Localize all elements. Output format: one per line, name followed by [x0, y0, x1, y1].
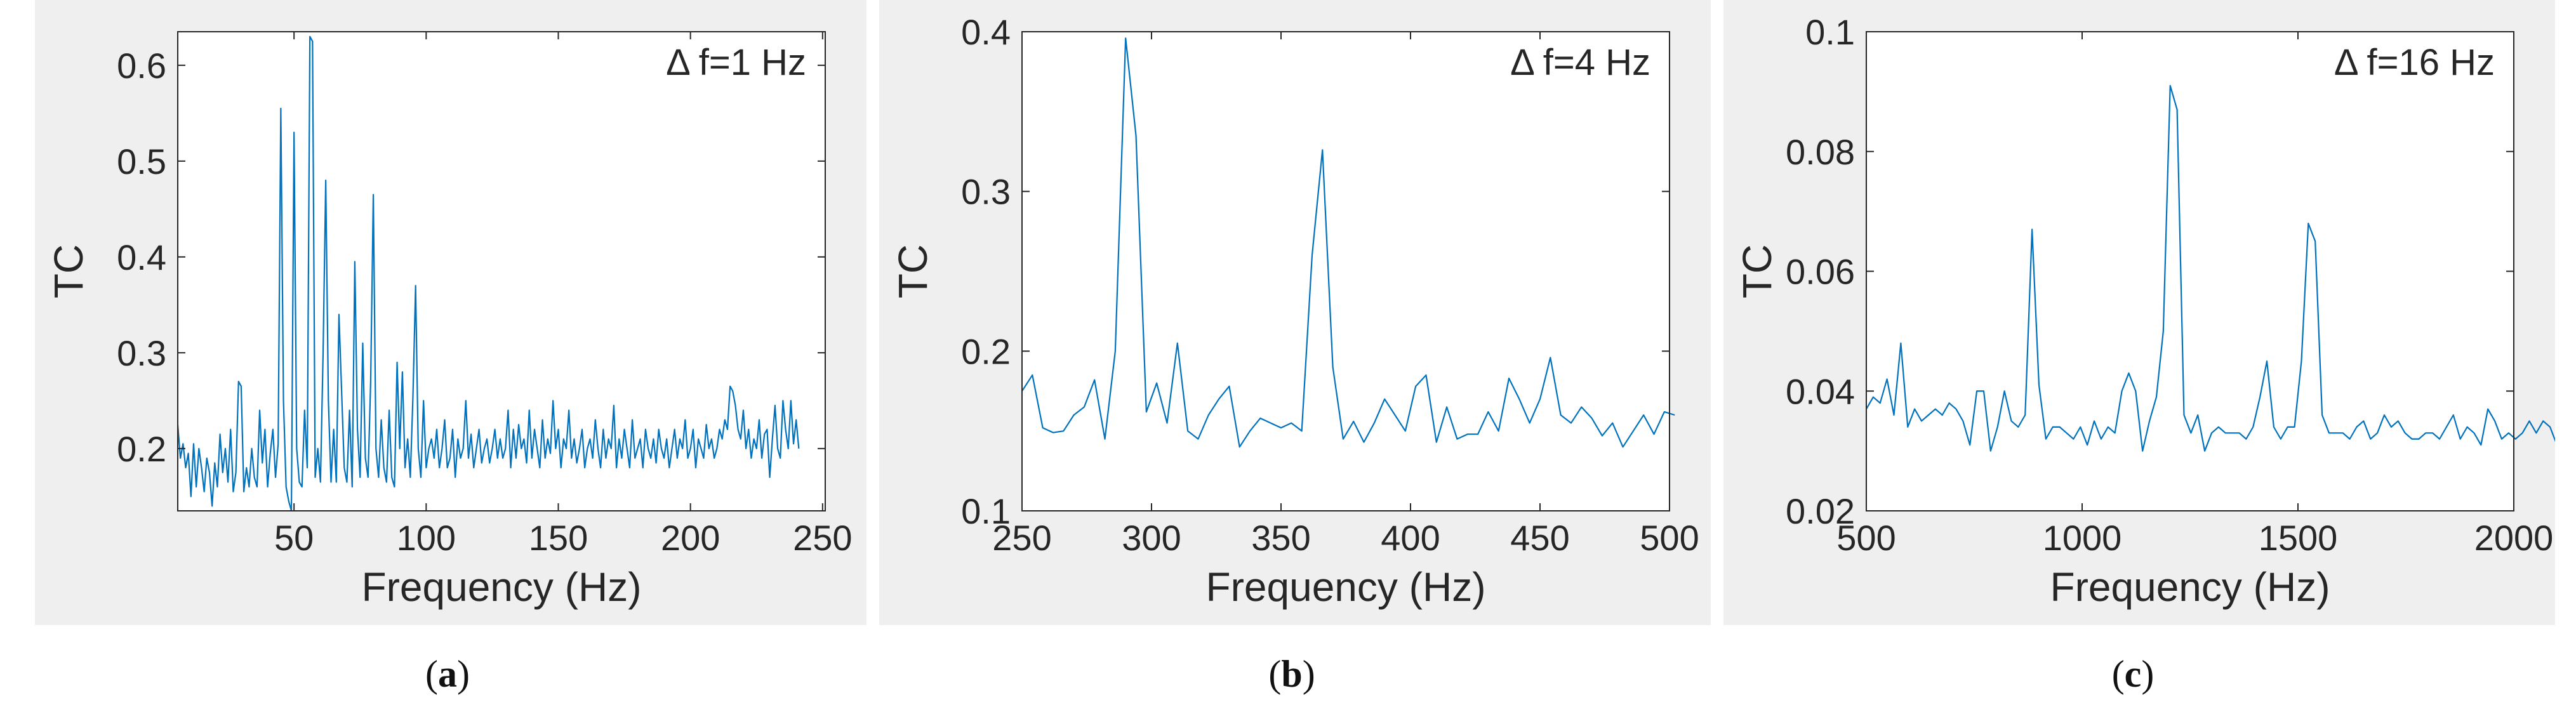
caption-c: (c)	[2111, 653, 2154, 695]
y-tick-label: 0.2	[961, 331, 1011, 371]
caption-b: (b)	[1268, 653, 1315, 695]
x-tick-label: 50	[274, 518, 314, 558]
plot-area	[1022, 32, 1670, 511]
delta-f-annotation: Δ f=4 Hz	[1510, 42, 1650, 83]
y-axis-label: TC	[46, 244, 91, 298]
series-line	[1866, 84, 2555, 452]
panel-b: 250 300 350 400 450 500 0.1 0.2 0.3 0.4 Frequency …	[879, 0, 1711, 625]
x-tick-label: 250	[793, 518, 852, 558]
y-tick-label: 0.3	[117, 333, 166, 373]
x-tick-label: 100	[397, 518, 456, 558]
y-axis-label: TC	[1734, 244, 1780, 298]
x-tick-label: 200	[661, 518, 720, 558]
x-tick-label: 150	[529, 518, 588, 558]
plot-area	[178, 32, 825, 511]
chart-b: 250 300 350 400 450 500 0.1 0.2 0.3 0.4 Frequency …	[890, 12, 1699, 610]
y-tick-label: 0.2	[117, 429, 166, 469]
y-tick-label: 0.4	[117, 237, 166, 277]
y-tick-label: 0.4	[961, 12, 1011, 52]
chart-c: 500 1000 1500 2000 0.02 0.04 0.06 0.08 0.1 Freque…	[1734, 12, 2555, 610]
y-tick-label: 0.08	[1786, 132, 1855, 172]
x-axis-label: Frequency (Hz)	[2050, 564, 2330, 610]
axes-box	[177, 31, 826, 511]
y-tick-label: 0.1	[1805, 12, 1855, 52]
x-tick-label: 500	[1836, 518, 1895, 558]
y-tick-label: 0.04	[1786, 371, 1855, 411]
y-tick-label: 0.5	[117, 142, 166, 181]
y-tick-label: 0.3	[961, 172, 1011, 212]
panel-a: 50 100 150 200 250 0.2 0.3 0.4 0.5 0.6 Frequency (…	[35, 0, 866, 625]
y-tick-label: 0.1	[961, 491, 1011, 531]
y-tick-label: 0.6	[117, 46, 166, 86]
axes-box	[1021, 31, 1670, 511]
x-tick-label: 400	[1381, 518, 1440, 558]
delta-f-annotation: Δ f=16 Hz	[2334, 42, 2495, 83]
x-tick-label: 2000	[2474, 518, 2554, 558]
y-tick-label: 0.02	[1786, 491, 1855, 531]
x-tick-label: 1500	[2259, 518, 2338, 558]
caption-a: (a)	[425, 653, 470, 695]
panel-c: 500 1000 1500 2000 0.02 0.04 0.06 0.08 0.1 Freque…	[1723, 0, 2555, 625]
x-axis-label: Frequency (Hz)	[362, 564, 642, 610]
y-axis-label: TC	[890, 244, 936, 298]
chart-a: 50 100 150 200 250 0.2 0.3 0.4 0.5 0.6 Frequency (…	[46, 31, 853, 610]
x-tick-label: 300	[1122, 518, 1181, 558]
series-line	[176, 36, 800, 512]
x-axis-label: Frequency (Hz)	[1206, 564, 1486, 610]
x-tick-label: 500	[1640, 518, 1699, 558]
delta-f-annotation: Δ f=1 Hz	[666, 42, 806, 83]
x-tick-label: 250	[992, 518, 1051, 558]
x-tick-label: 1000	[2043, 518, 2122, 558]
x-tick-label: 350	[1251, 518, 1310, 558]
x-tick-label: 450	[1510, 518, 1569, 558]
series-line	[1021, 37, 1675, 448]
y-tick-label: 0.06	[1786, 252, 1855, 292]
